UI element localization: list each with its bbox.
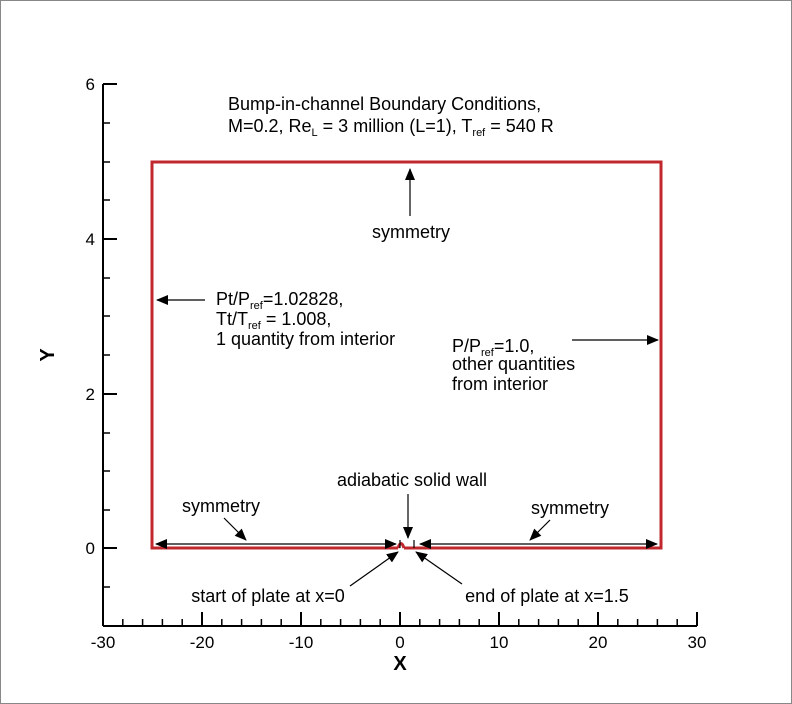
x-minor-ticks xyxy=(122,619,678,626)
diagram-title-line1: Bump-in-channel Boundary Conditions, xyxy=(228,94,541,114)
boundary-rectangle xyxy=(150,160,663,550)
x-tick-label: 30 xyxy=(688,633,707,652)
inlet-label-line2: Tt/Tref = 1.008, xyxy=(216,309,331,332)
plate-end-label: end of plate at x=1.5 xyxy=(465,586,629,606)
x-tick-label: -20 xyxy=(190,633,215,652)
right-symmetry-pointer xyxy=(529,519,551,541)
plate-end-pointer xyxy=(415,551,463,585)
y-tick-label: 4 xyxy=(86,230,95,249)
x-tick-label: 0 xyxy=(395,633,404,652)
inlet-label-line3: 1 quantity from interior xyxy=(216,329,395,349)
domain-boundary xyxy=(150,160,663,550)
plate-end-markers xyxy=(399,540,415,548)
inlet-label-line1: Pt/Pref=1.02828, xyxy=(216,289,343,312)
y-tick-label: 6 xyxy=(86,75,95,94)
wall-label: adiabatic solid wall xyxy=(337,470,487,490)
left-symmetry-label: symmetry xyxy=(182,496,260,516)
outlet-label-line1: P/Pref=1.0, xyxy=(452,336,534,359)
right-symmetry-label: symmetry xyxy=(531,498,609,518)
plate-start-pointer xyxy=(349,551,399,587)
top-symmetry-label: symmetry xyxy=(372,222,450,242)
x-tick-label: 20 xyxy=(589,633,608,652)
axes: 0 2 4 6 -30 -20 -10 0 10 20 30 X Y xyxy=(37,75,706,675)
x-tick-label: -30 xyxy=(91,633,116,652)
x-tick-label: -10 xyxy=(289,633,314,652)
y-minor-ticks xyxy=(103,122,110,588)
x-tick-label: 10 xyxy=(490,633,509,652)
y-axis-title: Y xyxy=(37,348,59,362)
x-major-ticks xyxy=(102,612,698,626)
plate-start-label: start of plate at x=0 xyxy=(191,586,345,606)
outlet-label-line2: other quantities xyxy=(452,354,575,374)
y-tick-label: 0 xyxy=(86,539,95,558)
diagram-title-line2: M=0.2, ReL = 3 million (L=1), Tref = 540… xyxy=(228,116,554,139)
left-symmetry-pointer xyxy=(223,517,247,541)
bump-wall xyxy=(396,542,406,549)
outlet-label-line3: from interior xyxy=(452,374,548,394)
y-tick-label: 2 xyxy=(86,385,95,404)
x-axis-title: X xyxy=(393,653,407,675)
